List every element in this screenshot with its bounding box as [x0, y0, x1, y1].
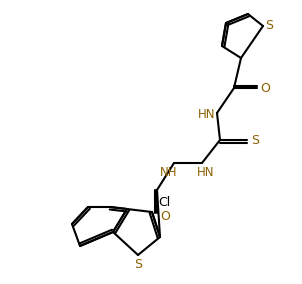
- Text: Cl: Cl: [158, 195, 170, 208]
- Text: HN: HN: [198, 108, 216, 120]
- Text: S: S: [134, 258, 142, 270]
- Text: O: O: [260, 82, 270, 95]
- Text: HN: HN: [197, 166, 215, 179]
- Text: NH: NH: [160, 166, 178, 179]
- Text: O: O: [160, 210, 170, 222]
- Text: S: S: [265, 18, 273, 32]
- Text: S: S: [251, 133, 259, 147]
